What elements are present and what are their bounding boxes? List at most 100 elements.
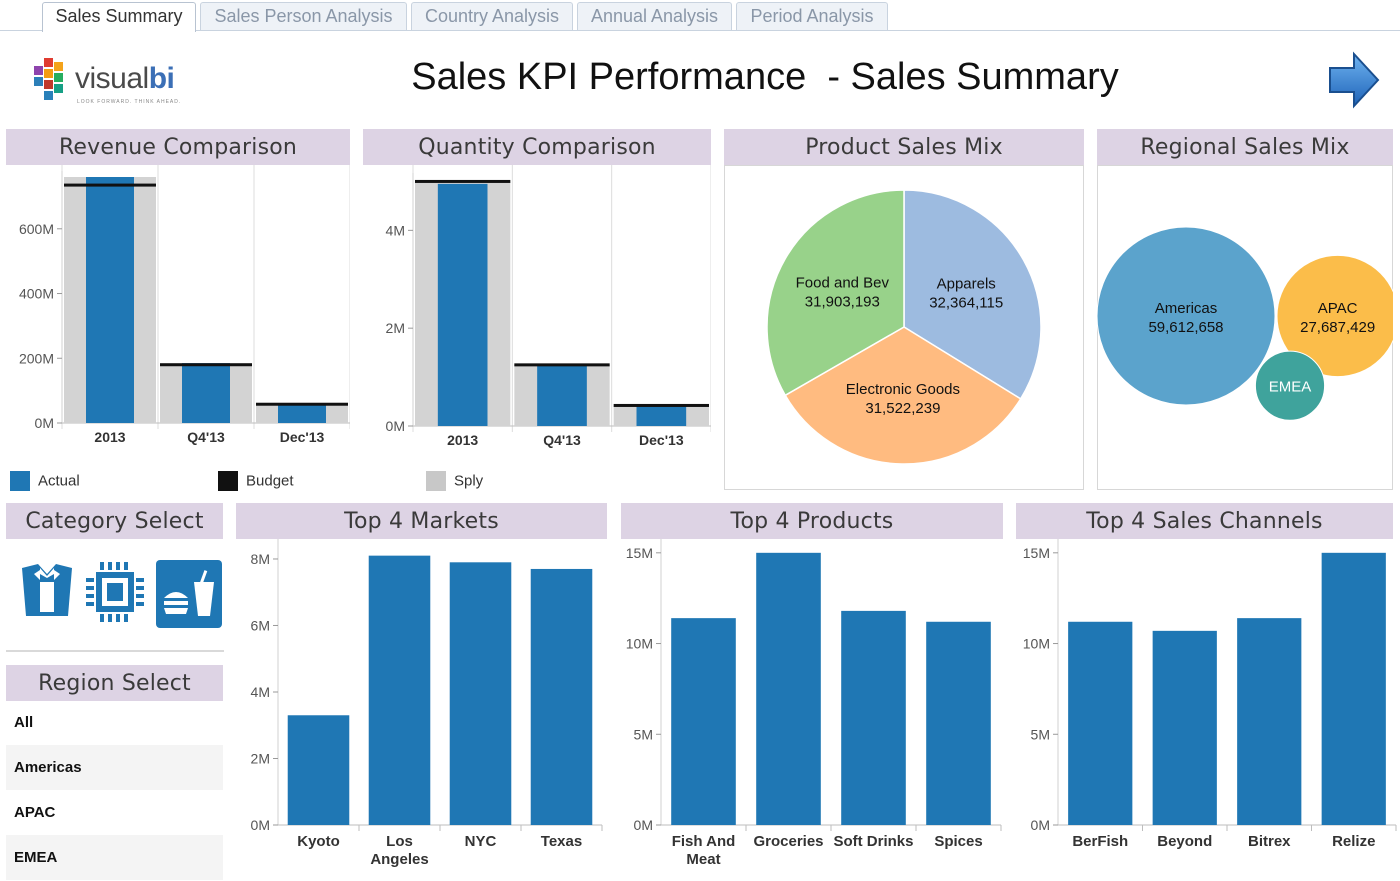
category-select bbox=[8, 560, 223, 630]
apparel-category-icon[interactable] bbox=[14, 560, 80, 628]
x-tick-label: Groceries bbox=[753, 833, 823, 850]
bubble-value: 59,612,658 bbox=[1148, 319, 1223, 336]
x-tick-label: Fish And Meat bbox=[672, 833, 736, 868]
top-products-chart: 0M 5M 10M 15M Fish And Meat Groceries Soft Drin… bbox=[626, 539, 1002, 868]
y-tick-label: 2M bbox=[251, 750, 270, 766]
x-tick-label: Q4'13 bbox=[543, 432, 581, 448]
y-tick-label: 10M bbox=[1023, 636, 1050, 652]
region-bubble bbox=[1276, 254, 1393, 378]
region-item-apac[interactable]: APAC bbox=[14, 804, 56, 821]
y-tick-label: 4M bbox=[251, 684, 270, 700]
y-tick-label: 15M bbox=[626, 545, 653, 561]
actual-bar bbox=[437, 183, 488, 426]
budget-marker bbox=[64, 183, 156, 187]
brand-logo: visualbi LOOK FORWARD. THINK AHEAD. bbox=[30, 56, 190, 110]
brand-tagline: LOOK FORWARD. THINK AHEAD. bbox=[77, 99, 182, 105]
pie-slice-label: Food and Bev bbox=[796, 274, 890, 291]
y-tick-label: 0M bbox=[386, 418, 405, 434]
pie-slice bbox=[784, 326, 1022, 465]
y-tick-label: 8M bbox=[251, 551, 270, 567]
top-markets-chart: 0M 2M 4M 6M 8M Kyoto Los Angeles NYC Texas bbox=[251, 539, 603, 868]
legend-budget: Budget bbox=[218, 471, 294, 491]
top-channels-chart: 0M 5M 10M 15M BerFish Beyond Bitrex Relize bbox=[1023, 539, 1397, 850]
bubble-value: 27,687,429 bbox=[1300, 319, 1375, 336]
tab-annual-analysis[interactable]: Annual Analysis bbox=[577, 2, 732, 30]
bar bbox=[926, 621, 991, 825]
region-item-americas[interactable]: Americas bbox=[6, 745, 223, 790]
y-tick-label: 6M bbox=[251, 617, 270, 633]
bar bbox=[841, 610, 906, 825]
legend-budget-swatch bbox=[218, 471, 238, 491]
x-tick-label: Q4'13 bbox=[187, 429, 225, 445]
pie-slice bbox=[903, 189, 1042, 400]
y-tick-label: 0M bbox=[35, 415, 54, 431]
x-tick-label: Relize bbox=[1332, 833, 1375, 850]
region-item-all[interactable]: All bbox=[14, 714, 34, 731]
quantity-comparison-chart: 0M 2M 4M 2013 Q4'13 Dec'13 bbox=[386, 165, 711, 448]
actual-bar bbox=[636, 406, 687, 426]
x-tick-label: Spices bbox=[934, 833, 982, 850]
y-tick-label: 0M bbox=[1031, 817, 1050, 833]
pie-slice-label: Apparels bbox=[937, 275, 996, 292]
bubble-label: APAC bbox=[1318, 300, 1358, 317]
revenue-comparison-header: Revenue Comparison bbox=[6, 129, 350, 165]
top-channels-header: Top 4 Sales Channels bbox=[1016, 503, 1393, 539]
y-tick-label: 5M bbox=[634, 726, 653, 742]
page-title: Sales KPI Performance - Sales Summary bbox=[411, 56, 1119, 98]
budget-marker bbox=[613, 403, 709, 407]
y-tick-label: 200M bbox=[19, 350, 54, 366]
bar bbox=[1152, 630, 1217, 825]
electronics-category-icon[interactable] bbox=[82, 560, 148, 628]
pie-slice-value: 31,522,239 bbox=[865, 400, 940, 417]
legend-sply-label: Sply bbox=[454, 472, 484, 490]
regional-sales-mix-header: Regional Sales Mix bbox=[1097, 129, 1393, 165]
tab-country-analysis[interactable]: Country Analysis bbox=[411, 2, 573, 30]
x-tick-label: 2013 bbox=[94, 429, 125, 445]
bar bbox=[671, 618, 736, 825]
pie-slice-value: 31,903,193 bbox=[805, 293, 880, 310]
x-tick-label: NYC bbox=[465, 833, 497, 850]
product-sales-mix-chart: Apparels 32,364,115 Electronic Goods 31,522… bbox=[766, 189, 1042, 465]
next-arrow-icon[interactable] bbox=[1326, 50, 1382, 110]
budget-marker bbox=[415, 179, 511, 183]
category-select-header: Category Select bbox=[6, 503, 223, 539]
revenue-comparison-chart: 0M 200M 400M 600M 2013 Q4'13 Dec'13 bbox=[19, 165, 350, 445]
region-select-list: All Americas APAC EMEA bbox=[6, 700, 223, 880]
bar bbox=[368, 555, 431, 825]
region-bubble bbox=[1097, 226, 1276, 406]
tab-sales-person-analysis[interactable]: Sales Person Analysis bbox=[200, 2, 407, 30]
legend-actual-swatch bbox=[10, 471, 30, 491]
brand-name: visualbi bbox=[75, 62, 175, 95]
tab-period-analysis[interactable]: Period Analysis bbox=[736, 2, 888, 30]
bar bbox=[1321, 552, 1386, 825]
pie-slice-label: Electronic Goods bbox=[846, 381, 960, 398]
bar bbox=[1237, 618, 1302, 825]
legend-sply-swatch bbox=[426, 471, 446, 491]
x-tick-label: 2013 bbox=[447, 432, 478, 448]
legend-actual-label: Actual bbox=[38, 472, 80, 490]
x-tick-label: Kyoto bbox=[297, 833, 340, 850]
actual-bar bbox=[537, 365, 587, 426]
bar bbox=[756, 552, 821, 825]
region-select-header: Region Select bbox=[6, 665, 223, 701]
pie-slice bbox=[766, 189, 905, 397]
legend-actual: Actual bbox=[10, 471, 80, 491]
x-tick-label: Bitrex bbox=[1248, 833, 1291, 850]
tab-bar: Sales Summary Sales Person Analysis Coun… bbox=[0, 0, 1400, 32]
y-tick-label: 4M bbox=[386, 222, 405, 238]
budget-marker bbox=[160, 363, 252, 367]
budget-marker bbox=[514, 363, 610, 367]
bubble-label: Americas bbox=[1155, 300, 1218, 317]
region-item-emea[interactable]: EMEA bbox=[6, 835, 223, 880]
x-tick-label: Texas bbox=[541, 833, 582, 850]
bubble-label: EMEA bbox=[1269, 379, 1312, 396]
quantity-comparison-header: Quantity Comparison bbox=[363, 129, 711, 165]
x-tick-label: Soft Drinks bbox=[833, 833, 913, 850]
region-bubble bbox=[1254, 350, 1326, 421]
tab-sales-summary[interactable]: Sales Summary bbox=[42, 2, 196, 32]
food-category-icon[interactable] bbox=[156, 560, 222, 628]
actual-bar bbox=[86, 177, 134, 423]
legend-sply: Sply bbox=[426, 471, 483, 491]
product-sales-mix-panel bbox=[724, 165, 1084, 490]
budget-marker bbox=[256, 402, 348, 406]
